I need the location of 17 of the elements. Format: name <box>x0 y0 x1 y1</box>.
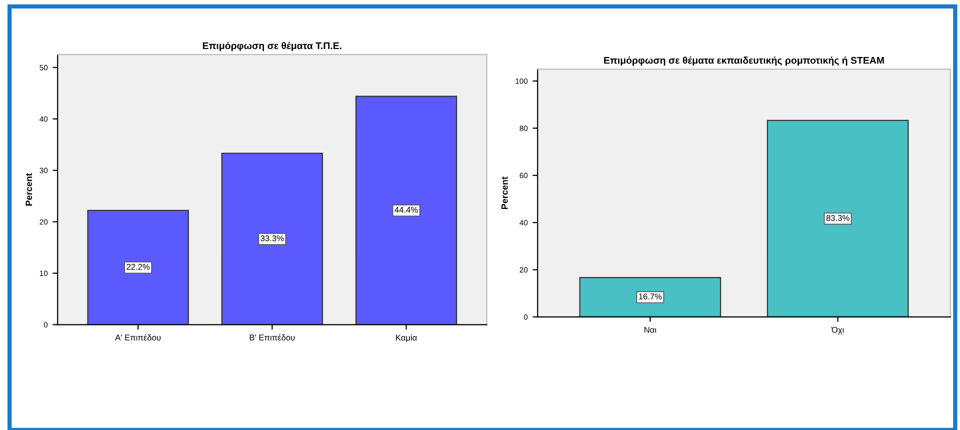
data-label: 22.2% <box>126 264 150 270</box>
y-axis-title: Percent <box>501 176 508 210</box>
chart-title: Επιμόρφωση σε θέματα Τ.Π.Ε. <box>202 42 342 52</box>
data-label: 16.7% <box>639 294 662 300</box>
data-label: 83.3% <box>826 215 850 221</box>
x-tick-label: Όχι <box>831 326 844 334</box>
bar <box>355 96 458 325</box>
y-axis-title: Percent <box>26 173 32 206</box>
chart-title: Επιμόρφωση σε θέματα εκπαιδευτικής ρομποτικής ή STEAM <box>604 56 884 66</box>
x-tick-label: Α' Επιπέδου <box>115 334 161 340</box>
x-tick-label: Β' Επιπέδου <box>250 334 295 340</box>
data-label: 44.4% <box>394 206 418 213</box>
x-tick-label: Καμία <box>396 334 417 342</box>
data-label: 33.3% <box>260 235 284 242</box>
bar <box>87 210 189 325</box>
bar <box>221 152 323 325</box>
x-tick-label: Ναι <box>644 326 656 333</box>
